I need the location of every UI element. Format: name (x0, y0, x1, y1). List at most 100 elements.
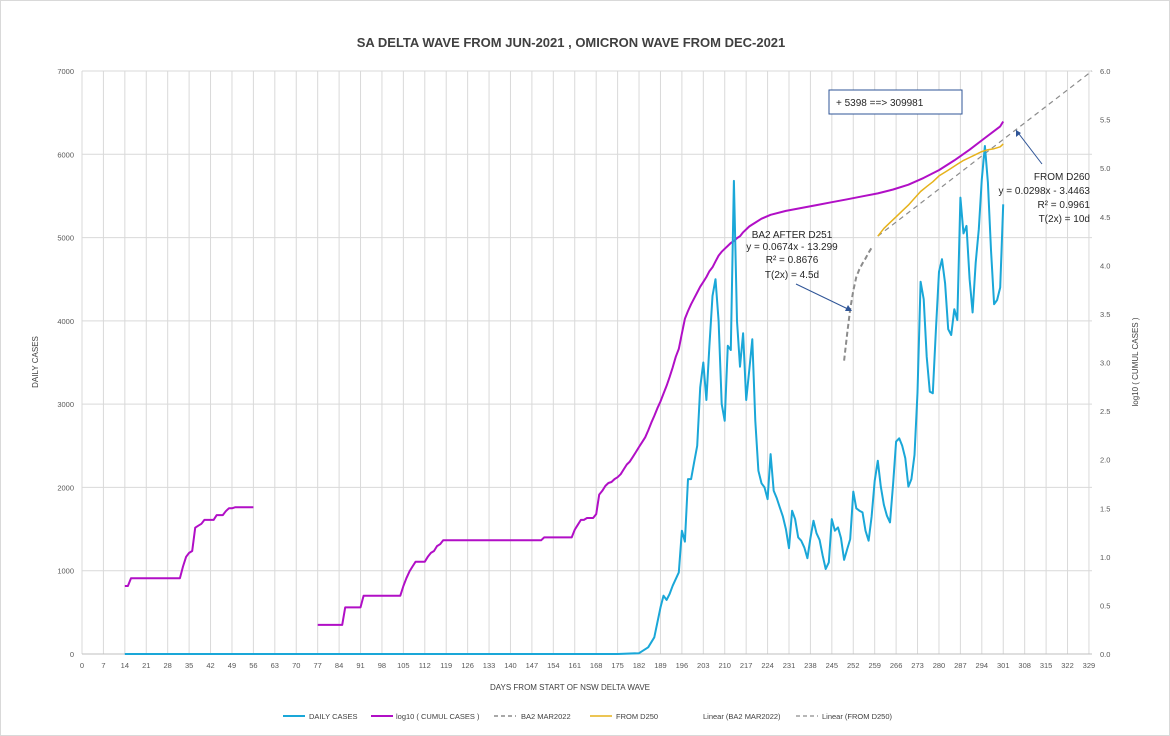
series-from-d250-line (877, 143, 1004, 237)
legend-item-log10: log10 ( CUMUL CASES ) (371, 712, 480, 721)
y-tick-label: 3000 (57, 400, 74, 409)
svg-text:DAILY CASES: DAILY CASES (309, 712, 358, 721)
y-tick-label: 5000 (57, 234, 74, 243)
x-tick-labels: 0 7 14 21 28 35 42 49 56 63 70 77 84 91 98 105 112 119 126… (80, 661, 1095, 670)
x-tick-label: 119 (440, 661, 452, 670)
x-tick-label: 0 (80, 661, 84, 670)
legend: DAILY CASES log10 ( CUMUL CASES ) BA2 MA… (283, 712, 893, 721)
annotation-from-d260: FROM D260 y = 0.0298x - 3.4463 R² = 0.99… (999, 129, 1091, 225)
legend-item-linear-ba2: Linear (BA2 MAR2022) (703, 712, 781, 721)
x-tick-label: 154 (547, 661, 560, 670)
ann-ba2-line3: R² = 0.8676 (766, 255, 819, 266)
x-tick-label: 168 (590, 661, 603, 670)
series-group (124, 70, 1093, 655)
y-axis-label: DAILY CASES (31, 336, 40, 388)
x-tick-label: 49 (228, 661, 236, 670)
chart-title: SA DELTA WAVE FROM JUN-2021 , OMICRON WA… (357, 35, 786, 50)
x-tick-label: 203 (697, 661, 710, 670)
svg-text:Linear (FROM D250): Linear (FROM D250) (822, 712, 893, 721)
x-tick-label: 140 (504, 661, 517, 670)
x-tick-label: 273 (911, 661, 924, 670)
ann-d260-arrowhead (1016, 130, 1021, 137)
x-tick-label: 35 (185, 661, 193, 670)
x-tick-label: 217 (740, 661, 753, 670)
x-tick-label: 308 (1018, 661, 1031, 670)
x-tick-label: 329 (1083, 661, 1096, 670)
x-tick-label: 126 (461, 661, 474, 670)
x-tick-label: 245 (826, 661, 839, 670)
legend-item-daily: DAILY CASES (283, 712, 358, 721)
svg-text:BA2 MAR2022: BA2 MAR2022 (521, 712, 571, 721)
y2-tick-label: 3.5 (1100, 310, 1110, 319)
x-tick-label: 112 (419, 661, 431, 670)
svg-text:Linear (BA2 MAR2022): Linear (BA2 MAR2022) (703, 712, 781, 721)
svg-text:FROM D250: FROM D250 (616, 712, 658, 721)
y2-tick-label: 4.5 (1100, 213, 1110, 222)
x-tick-label: 252 (847, 661, 860, 670)
x-tick-label: 196 (676, 661, 689, 670)
x-tick-label: 266 (890, 661, 903, 670)
y-tick-label: 0 (70, 650, 74, 659)
y-tick-labels: 0 1000 2000 3000 4000 5000 6000 7000 (57, 67, 74, 659)
x-tick-label: 98 (378, 661, 386, 670)
annotation-box-text: + 5398 ==> 309981 (836, 98, 924, 109)
series-log10-line-seg2 (317, 120, 1005, 626)
y2-tick-label: 2.0 (1100, 456, 1110, 465)
svg-text:log10 ( CUMUL CASES ): log10 ( CUMUL CASES ) (396, 712, 480, 721)
legend-item-from-d250: FROM D250 (590, 712, 658, 721)
x-tick-label: 42 (206, 661, 214, 670)
ann-d260-line2: y = 0.0298x - 3.4463 (999, 186, 1091, 197)
ann-ba2-line2: y = 0.0674x - 13.299 (746, 242, 838, 253)
y2-tick-label: 6.0 (1100, 67, 1110, 76)
y-tick-label: 4000 (57, 317, 74, 326)
x-tick-label: 259 (868, 661, 881, 670)
x-tick-label: 133 (483, 661, 496, 670)
x-tick-label: 161 (568, 661, 581, 670)
x-tick-label: 224 (761, 661, 774, 670)
x-tick-label: 189 (654, 661, 667, 670)
y2-tick-label: 1.5 (1100, 504, 1110, 513)
y-tick-label: 7000 (57, 67, 74, 76)
x-tick-label: 175 (611, 661, 624, 670)
x-tick-label: 77 (313, 661, 321, 670)
y-tick-label: 2000 (57, 483, 74, 492)
x-tick-label: 63 (271, 661, 279, 670)
ann-d260-arrow (1015, 129, 1043, 165)
x-tick-label: 70 (292, 661, 300, 670)
x-tick-label: 287 (954, 661, 967, 670)
y2-tick-label: 0.0 (1100, 650, 1110, 659)
ann-ba2-arrowhead (845, 305, 852, 311)
x-tick-label: 210 (718, 661, 731, 670)
x-tick-label: 238 (804, 661, 817, 670)
y2-tick-label: 5.5 (1100, 116, 1110, 125)
x-tick-label: 315 (1040, 661, 1053, 670)
y-tick-label: 1000 (57, 567, 74, 576)
ann-d260-line3: R² = 0.9961 (1037, 200, 1090, 211)
y2-tick-label: 0.5 (1100, 601, 1110, 610)
y2-tick-label: 3.0 (1100, 359, 1110, 368)
y2-tick-label: 2.5 (1100, 407, 1110, 416)
x-tick-label: 147 (526, 661, 539, 670)
x-tick-label: 182 (633, 661, 646, 670)
ann-ba2-arrow (795, 283, 851, 311)
y-tick-label: 6000 (57, 150, 74, 159)
series-ba2-line (843, 247, 873, 361)
y2-tick-label: 5.0 (1100, 164, 1110, 173)
x-tick-label: 322 (1061, 661, 1074, 670)
x-axis-label: DAYS FROM START OF NSW DELTA WAVE (490, 683, 650, 692)
series-log10-line-seg0 (124, 506, 254, 587)
x-tick-label: 14 (121, 661, 129, 670)
ann-ba2-line4: T(2x) = 4.5d (765, 270, 819, 281)
x-tick-label: 294 (976, 661, 989, 670)
legend-item-linear-from-d250: Linear (FROM D250) (796, 712, 893, 721)
legend-item-ba2: BA2 MAR2022 (494, 712, 571, 721)
x-tick-label: 91 (356, 661, 364, 670)
y2-tick-label: 4.0 (1100, 261, 1110, 270)
ann-d260-line4: T(2x) = 10d (1039, 214, 1090, 225)
ann-d260-line1: FROM D260 (1034, 172, 1091, 183)
x-tick-label: 56 (249, 661, 257, 670)
series-daily-cases-line (124, 145, 1005, 655)
x-tick-label: 84 (335, 661, 343, 670)
